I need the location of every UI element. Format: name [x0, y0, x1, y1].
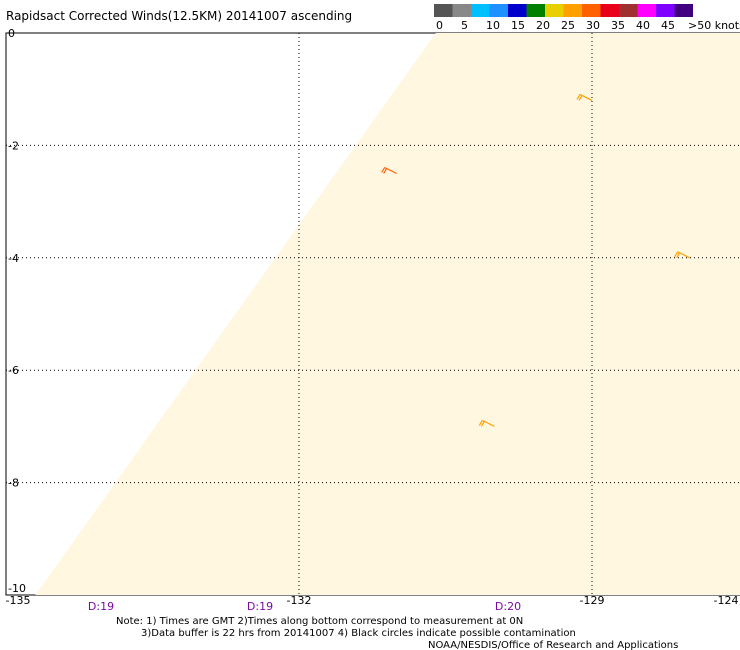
y-tick-label: -6: [8, 364, 19, 377]
wind-barb: [381, 166, 397, 175]
wind-barbs: [381, 93, 690, 427]
note-line-2: 3)Data buffer is 22 hrs from 20141007 4)…: [141, 628, 576, 639]
legend-label: 15: [511, 19, 525, 32]
legend-label: 10: [486, 19, 500, 32]
x-tick-labels: -135-132-129-126-123-124: [6, 594, 739, 607]
note-line-1: Note: 1) Times are GMT 2)Times along bot…: [116, 616, 523, 627]
legend-swatch: [508, 4, 527, 17]
time-label: D:19: [88, 600, 114, 613]
swath-area: [35, 33, 740, 595]
time-labels: D:19 D:19 D:20: [88, 600, 521, 613]
legend-swatch: [637, 4, 656, 17]
x-tick-label: -135: [6, 594, 31, 607]
wind-barb: [674, 251, 690, 259]
y-tick-label: 0: [8, 27, 15, 40]
legend-label: 45: [661, 19, 675, 32]
y-tick-label: -10: [8, 582, 26, 595]
legend-swatch: [489, 4, 508, 17]
chart-title: Rapidsact Corrected Winds(12.5KM) 201410…: [6, 9, 352, 23]
legend-label: 20: [536, 19, 550, 32]
legend-swatch: [471, 4, 490, 17]
wind-barb: [478, 419, 495, 427]
y-tick-label: -8: [8, 477, 19, 490]
x-tick-label: -124: [714, 594, 739, 607]
legend-swatch: [656, 4, 675, 17]
legend-swatch: [526, 4, 545, 17]
legend-label: 35: [611, 19, 625, 32]
legend-swatch: [434, 4, 453, 17]
y-tick-labels: 0 -2 -4 -6 -8 -10: [8, 27, 26, 595]
legend-swatch: [674, 4, 693, 17]
legend-label: 30: [586, 19, 600, 32]
x-tick-label: -132: [287, 594, 312, 607]
speed-legend: 0 5 10 15 20 25 30 35 40 45 >50 knots: [434, 4, 740, 32]
wind-barb: [576, 93, 593, 101]
legend-swatch: [452, 4, 471, 17]
legend-swatch: [563, 4, 582, 17]
legend-label: 0: [436, 19, 443, 32]
legend-swatch: [582, 4, 601, 17]
legend-label: >50 knots: [688, 19, 740, 32]
legend-swatch: [545, 4, 564, 17]
swath-polygon: [35, 33, 740, 595]
legend-label: 25: [561, 19, 575, 32]
time-label: D:20: [495, 600, 521, 613]
x-tick-label: -129: [580, 594, 605, 607]
legend-label: 40: [636, 19, 650, 32]
grid-lines: [6, 33, 740, 595]
legend-swatch: [600, 4, 619, 17]
y-tick-label: -4: [8, 252, 19, 265]
legend-label: 5: [461, 19, 468, 32]
y-tick-label: -2: [8, 139, 19, 152]
note-line-3: NOAA/NESDIS/Office of Research and Appli…: [428, 640, 678, 650]
legend-swatch: [619, 4, 638, 17]
time-label: D:19: [247, 600, 273, 613]
